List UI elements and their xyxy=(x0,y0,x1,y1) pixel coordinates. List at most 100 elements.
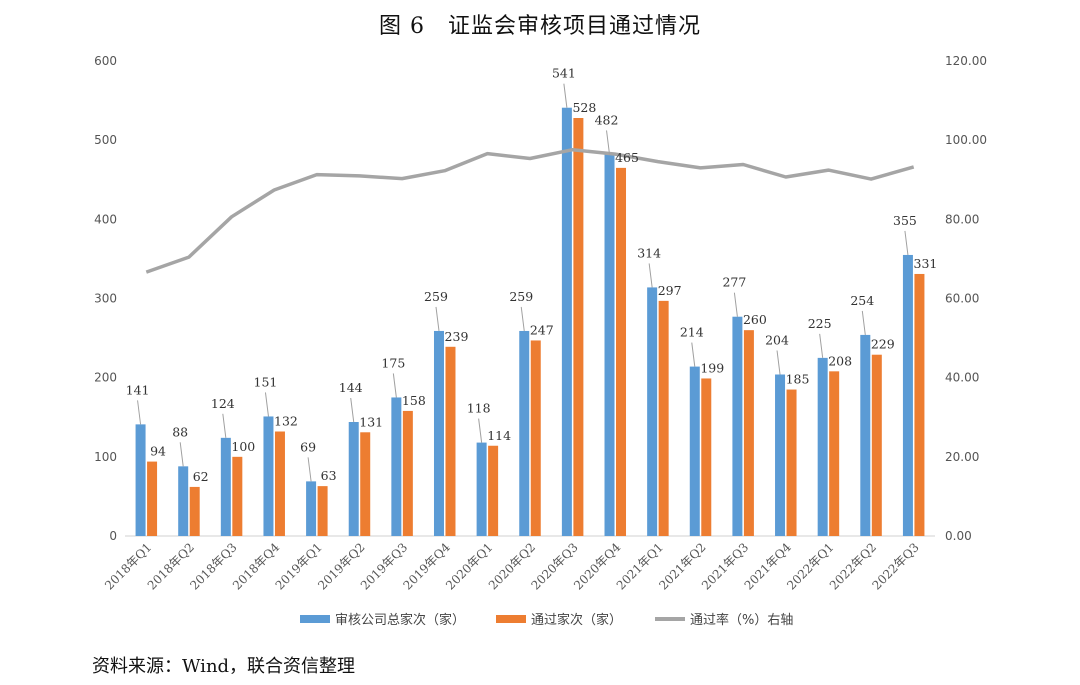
label-leader-line xyxy=(264,392,269,417)
bar-total-reviewed xyxy=(263,416,274,536)
data-label-total: 141 xyxy=(126,382,150,397)
bar-total-reviewed xyxy=(902,254,913,537)
bars-layer xyxy=(135,107,925,537)
bar-total-reviewed xyxy=(604,154,615,536)
bar-total-reviewed xyxy=(519,330,530,536)
label-leader-line xyxy=(350,397,355,423)
y-left-tick-label: 500 xyxy=(94,133,117,147)
label-leader-line xyxy=(691,342,696,367)
data-label-total: 314 xyxy=(637,245,661,260)
label-leader-line xyxy=(563,83,568,108)
bar-approved xyxy=(274,431,285,536)
data-label-approved: 63 xyxy=(321,468,337,483)
bar-total-reviewed xyxy=(732,316,743,536)
bar-total-reviewed xyxy=(647,287,658,536)
data-label-approved: 229 xyxy=(871,337,895,352)
data-label-approved: 247 xyxy=(530,322,554,337)
bar-approved xyxy=(786,389,797,536)
legend-swatch xyxy=(496,615,526,623)
data-label-total: 124 xyxy=(211,396,235,411)
label-leader-line xyxy=(606,130,611,155)
data-label-total: 204 xyxy=(765,333,789,348)
bar-total-reviewed xyxy=(178,466,189,536)
bar-total-reviewed xyxy=(348,422,359,536)
bar-approved xyxy=(701,378,712,536)
data-label-total: 88 xyxy=(172,424,188,439)
label-leader-line xyxy=(478,418,483,443)
bar-approved xyxy=(829,371,840,536)
bar-total-reviewed xyxy=(135,424,146,536)
y-left-tick-label: 300 xyxy=(94,292,117,306)
bar-approved xyxy=(189,486,200,536)
bar-total-reviewed xyxy=(561,107,572,536)
label-leader-line xyxy=(179,442,184,467)
data-label-approved: 158 xyxy=(402,393,426,408)
data-label-total: 151 xyxy=(254,374,278,389)
y-right-tick-label: 60.00 xyxy=(945,292,979,306)
data-label-approved: 297 xyxy=(658,283,682,298)
y-right-tick-label: 20.00 xyxy=(945,450,979,464)
bar-total-reviewed xyxy=(476,442,487,536)
data-label-approved: 100 xyxy=(231,439,255,454)
bar-approved xyxy=(360,432,371,536)
bar-approved xyxy=(232,456,243,536)
bar-total-reviewed xyxy=(391,397,402,536)
label-leader-line xyxy=(520,306,525,332)
bar-approved xyxy=(530,340,541,536)
bar-approved xyxy=(616,167,627,536)
label-leader-line xyxy=(819,333,824,358)
bar-total-reviewed xyxy=(860,334,871,536)
label-leader-line xyxy=(222,413,227,438)
label-leader-line xyxy=(861,310,866,335)
label-leader-line xyxy=(648,263,653,288)
data-label-total: 254 xyxy=(850,293,874,308)
figure-title: 图 6 证监会审核项目通过情况 xyxy=(379,14,701,39)
data-label-approved: 260 xyxy=(743,312,767,327)
y-left-tick-label: 600 xyxy=(94,54,117,68)
data-label-approved: 62 xyxy=(193,469,209,484)
data-label-approved: 199 xyxy=(700,360,724,375)
data-label-total: 355 xyxy=(893,213,917,228)
data-label-approved: 114 xyxy=(487,428,511,443)
label-leader-line xyxy=(392,373,397,398)
label-leader-line xyxy=(307,457,312,482)
line-layer xyxy=(145,147,915,274)
bar-approved xyxy=(658,300,669,536)
data-label-approved: 465 xyxy=(615,150,639,165)
data-label-total: 214 xyxy=(680,325,704,340)
bar-approved xyxy=(871,354,882,536)
bar-approved xyxy=(445,346,456,536)
bar-approved xyxy=(573,118,584,536)
bar-total-reviewed xyxy=(220,437,231,536)
y-right-tick-label: 120.00 xyxy=(945,54,987,68)
legend-label: 审核公司总家次（家） xyxy=(335,612,465,628)
data-label-approved: 528 xyxy=(572,100,596,115)
bar-approved xyxy=(317,486,328,536)
bar-total-reviewed xyxy=(775,374,786,536)
data-label-approved: 94 xyxy=(150,444,166,459)
y-left-tick-label: 0 xyxy=(109,529,117,543)
bar-total-reviewed xyxy=(306,481,317,536)
x-tick-label: 2022年Q3 xyxy=(869,540,921,592)
data-label-approved: 131 xyxy=(359,414,383,429)
data-label-approved: 185 xyxy=(786,372,810,387)
bar-approved xyxy=(914,273,925,536)
data-label-total: 144 xyxy=(339,380,363,395)
y-left-tick-label: 400 xyxy=(94,212,117,226)
bar-total-reviewed xyxy=(433,330,444,536)
data-label-total: 482 xyxy=(595,112,619,127)
data-label-total: 225 xyxy=(808,316,832,331)
data-label-total: 277 xyxy=(722,275,746,290)
y-left-tick-label: 200 xyxy=(94,371,117,385)
source-note: 资料来源：Wind，联合资信整理 xyxy=(92,656,356,677)
line-pass-rate xyxy=(145,147,915,274)
data-label-total: 259 xyxy=(424,289,448,304)
data-label-approved: 132 xyxy=(274,414,298,429)
data-label-approved: 331 xyxy=(914,256,938,271)
data-label-approved: 239 xyxy=(445,329,469,344)
y-right-tick-label: 0.00 xyxy=(945,529,972,543)
bar-approved xyxy=(402,410,413,536)
bar-approved xyxy=(147,461,158,536)
